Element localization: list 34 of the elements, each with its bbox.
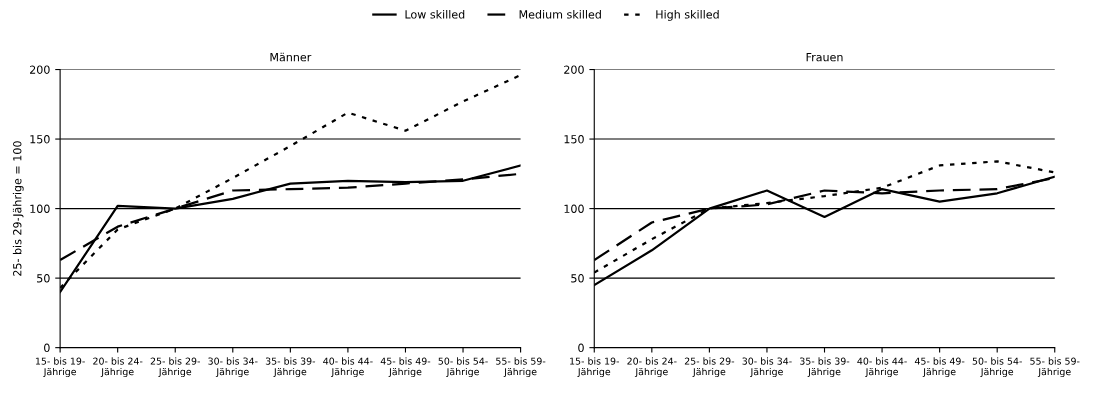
x-tick-label: 55- bis 59- Jährige [496, 357, 546, 378]
x-tick-label: 55- bis 59- Jährige [1030, 357, 1080, 378]
x-tick-label: 25- bis 29- Jährige [684, 357, 735, 378]
x-tick-label: 45- bis 49- Jährige [380, 357, 431, 378]
x-tick-label: 30- bis 34- Jährige [208, 357, 258, 378]
x-tick-label: 35- bis 39- Jährige [800, 357, 850, 378]
y-tick-label: 100 [564, 204, 584, 213]
x-tick-label: 15- bis 19- Jährige [570, 357, 620, 378]
x-tick-label: 15- bis 19- Jährige [35, 357, 85, 378]
x-tick-label: 45- bis 49- Jährige [914, 357, 965, 378]
x-tick-label: 20- bis 24- Jährige [627, 357, 677, 378]
x-tick-label: 35- bis 39- Jährige [265, 357, 316, 378]
chart-title: Männer [270, 52, 312, 62]
x-tick-label: 30- bis 34- Jährige [742, 357, 792, 378]
y-tick-label: 0 [578, 343, 584, 353]
y-tick-label: 100 [30, 204, 50, 213]
x-tick-label: 40- bis 44- Jährige [323, 357, 373, 378]
y-axis-title: 25- bis 29-Jährige = 100 [12, 141, 24, 276]
y-tick-label: 200 [30, 65, 50, 74]
x-tick-label: 20- bis 24- Jährige [93, 357, 143, 378]
x-tick-label: 50- bis 54- Jährige [438, 357, 488, 378]
legend-label: High skilled [656, 10, 719, 21]
y-tick-label: 200 [564, 65, 584, 74]
legend-label: Low skilled [405, 10, 465, 19]
y-tick-label: 50 [571, 274, 584, 283]
y-tick-label: 0 [44, 343, 50, 353]
legend-label: Medium skilled [519, 10, 601, 19]
y-tick-label: 150 [30, 135, 50, 144]
y-tick-label: 150 [564, 135, 584, 144]
chart-title: Frauen [806, 53, 843, 62]
x-tick-label: 40- bis 44- Jährige [857, 357, 907, 378]
x-tick-label: 50- bis 54- Jährige [972, 357, 1022, 378]
y-tick-label: 50 [37, 274, 50, 283]
x-tick-label: 25- bis 29- Jährige [150, 357, 200, 378]
